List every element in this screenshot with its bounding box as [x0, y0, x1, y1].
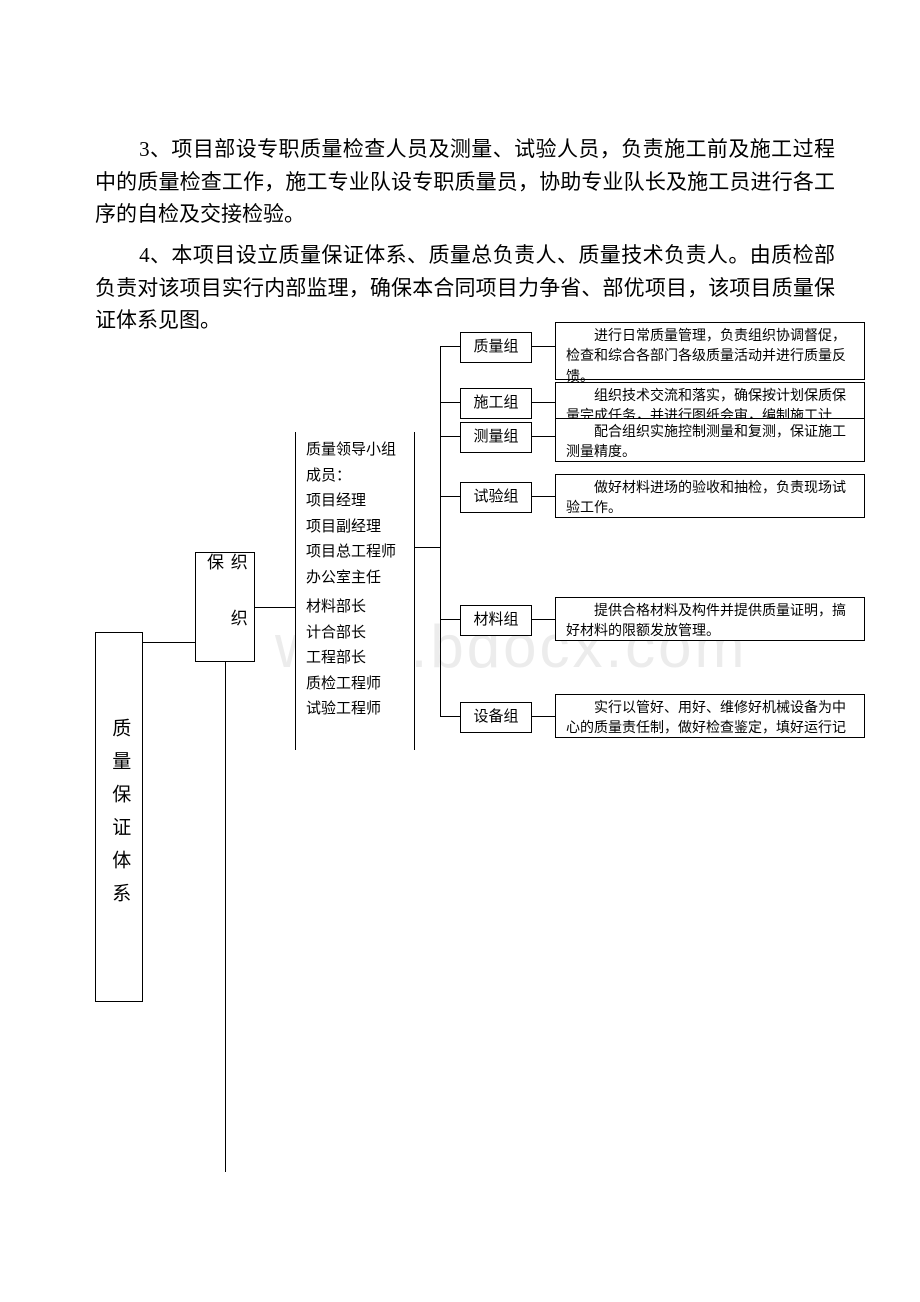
conn-g4-desc: [532, 496, 555, 497]
desc-quality: 进行日常质量管理，负责组织协调督促，检查和综合各部门各级质量活动并进行质量反馈。: [555, 322, 865, 380]
group-material: 材料组: [460, 605, 532, 636]
group-equipment: 设备组: [460, 702, 532, 733]
group-quality: 质量组: [460, 332, 532, 363]
conn-g1-desc: [532, 346, 555, 347]
member-0: 项目经理: [306, 489, 404, 515]
member-8: 试验工程师: [306, 697, 404, 723]
members-box: 质量领导小组成员： 项目经理 项目副经理 项目总工程师 办公室主任 材料部长 计…: [295, 432, 415, 750]
member-4: 材料部长: [306, 595, 404, 621]
desc-material: 提供合格材料及构件并提供质量证明，搞好材料的限额发放管理。: [555, 597, 865, 641]
conn-g6-desc: [532, 716, 555, 717]
conn-g2: [440, 402, 460, 403]
conn-g4: [440, 496, 460, 497]
member-6: 工程部长: [306, 646, 404, 672]
conn-g6: [440, 716, 460, 717]
member-2: 项目总工程师: [306, 540, 404, 566]
member-1: 项目副经理: [306, 515, 404, 541]
conn-g3: [440, 436, 460, 437]
conn-members: [255, 607, 295, 608]
conn-g1: [440, 346, 460, 347]
member-3: 办公室主任: [306, 566, 404, 592]
desc-equipment: 实行以管好、用好、维修好机械设备为中心的质量责任制，做好检查鉴定，填好运行记: [555, 694, 865, 738]
member-5: 计合部长: [306, 621, 404, 647]
org-chart: www.bdocx.com 质量保证体系 织 织 保 质量领导小组成员： 项目经…: [95, 322, 889, 1222]
member-7: 质检工程师: [306, 672, 404, 698]
conn-level2-down: [225, 662, 226, 1172]
group-test: 试验组: [460, 482, 532, 513]
group-survey: 测量组: [460, 422, 532, 453]
conn-g2-desc: [532, 402, 555, 403]
level2-box: 织 织 保: [195, 552, 255, 662]
conn-g5-desc: [532, 619, 555, 620]
group-construction: 施工组: [460, 388, 532, 419]
conn-g5: [440, 619, 460, 620]
members-title: 质量领导小组成员：: [306, 438, 404, 489]
paragraph-3: 3、项目部设专职质量检查人员及测量、试验人员，负责施工前及施工过程中的质量检查工…: [95, 133, 835, 231]
desc-survey: 配合组织实施控制测量和复测，保证施工测量精度。: [555, 418, 865, 462]
conn-root: [143, 642, 195, 643]
bus-stub: [415, 547, 440, 548]
conn-g3-desc: [532, 436, 555, 437]
desc-test: 做好材料进场的验收和抽检，负责现场试验工作。: [555, 474, 865, 518]
root-box: 质量保证体系: [95, 632, 143, 1002]
